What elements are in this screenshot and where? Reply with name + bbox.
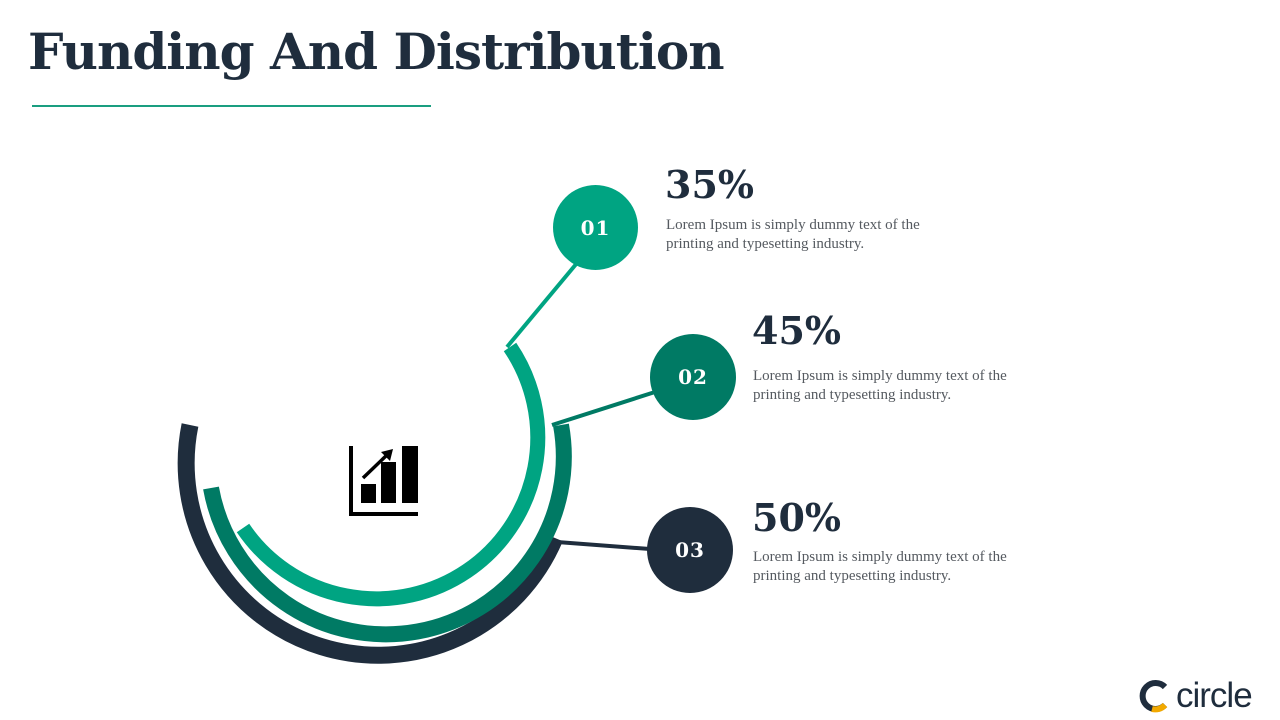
- description-03: Lorem Ipsum is simply dummy text of the …: [753, 549, 1007, 584]
- connector-03: [556, 540, 651, 551]
- description-02: Lorem Ipsum is simply dummy text of the …: [753, 368, 1007, 403]
- brand-logo: circle: [1138, 676, 1253, 716]
- connector-01: [505, 261, 579, 349]
- percent-03: 50%: [752, 495, 841, 540]
- badge-01: 01: [553, 185, 638, 270]
- percent-02: 45%: [752, 308, 841, 353]
- brand-name: circle: [1176, 676, 1253, 715]
- connector-02: [551, 390, 656, 427]
- badge-03: 03: [647, 507, 733, 593]
- circle-logo-icon: [1139, 680, 1168, 713]
- description-01: Lorem Ipsum is simply dummy text of the …: [666, 217, 920, 252]
- arc-green: [203, 423, 572, 643]
- arc-teal: [236, 342, 546, 607]
- bar-chart-growth-icon: [349, 446, 418, 516]
- percent-01: 35%: [665, 162, 754, 207]
- badge-02: 02: [650, 334, 736, 420]
- title-underline: [32, 105, 431, 107]
- arc-navy: [177, 423, 563, 664]
- page-title: Funding And Distribution: [28, 22, 725, 81]
